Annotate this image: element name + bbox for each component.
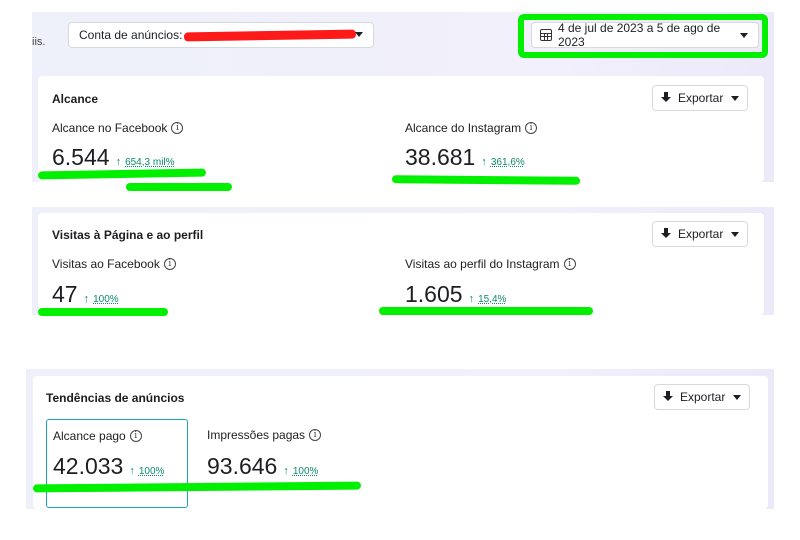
- delta-value: 361,6%: [490, 157, 525, 168]
- section-title: Tendências de anúncios: [46, 391, 185, 405]
- truncated-text: iis.: [32, 36, 46, 48]
- caret-down-icon: [733, 394, 742, 400]
- highlight-box: [518, 14, 768, 58]
- caret-down-icon: [355, 32, 363, 37]
- info-icon[interactable]: i: [171, 122, 184, 134]
- up-arrow-icon: ↑: [83, 293, 90, 305]
- highlight-stroke: [379, 307, 593, 315]
- metric-number: 6.544: [52, 144, 110, 170]
- export-label: Exportar: [678, 91, 724, 105]
- delta-value: 654,3 mil%: [125, 157, 175, 168]
- info-icon[interactable]: i: [525, 122, 538, 134]
- delta-value: 100%: [138, 466, 165, 477]
- highlight-stroke: [126, 183, 232, 191]
- redaction-mark: [184, 28, 357, 42]
- section-title: Alcance: [52, 92, 99, 106]
- delta-value: 100%: [292, 466, 319, 477]
- visits-card: [38, 213, 764, 315]
- metric-number: 1.605: [405, 281, 463, 307]
- metric-label: Visitas ao perfil do Instagram i: [405, 257, 576, 271]
- info-icon[interactable]: i: [309, 429, 322, 441]
- selected-metric-tile[interactable]: [46, 419, 188, 508]
- metric-value: 93.646 ↑ 100%: [207, 453, 318, 480]
- metric-label-text: Alcance no Facebook: [52, 121, 168, 135]
- delta-badge: ↑ 100%: [283, 465, 318, 477]
- export-button[interactable]: Exportar: [652, 221, 749, 247]
- reach-card: [38, 76, 764, 182]
- metric-label: Impressões pagas i: [207, 428, 322, 442]
- metric-label: Alcance no Facebook i: [52, 121, 184, 135]
- delta-badge: ↑ 361,6%: [481, 156, 524, 168]
- metric-label-text: Alcance pago: [53, 429, 126, 443]
- metric-value: 6.544 ↑ 654,3 mil%: [52, 144, 175, 171]
- metric-number: 47: [52, 281, 78, 307]
- download-icon: [663, 391, 673, 403]
- info-icon[interactable]: i: [163, 258, 176, 270]
- up-arrow-icon: ↑: [468, 293, 475, 305]
- metric-number: 42.033: [53, 453, 124, 479]
- highlight-stroke: [391, 175, 581, 185]
- metric-value: 38.681 ↑ 361,6%: [405, 144, 525, 171]
- metric-value: 42.033 ↑ 100%: [53, 453, 164, 480]
- metric-label-text: Impressões pagas: [207, 428, 306, 442]
- date-range-picker[interactable]: 4 de jul de 2023 a 5 de ago de 2023: [531, 21, 759, 49]
- export-label: Exportar: [678, 227, 724, 241]
- up-arrow-icon: ↑: [129, 465, 135, 477]
- delta-value: 100%: [93, 294, 119, 305]
- export-button[interactable]: Exportar: [652, 85, 749, 111]
- highlight-stroke: [38, 308, 168, 316]
- delta-badge: ↑ 654,3 mil%: [116, 156, 175, 168]
- info-icon[interactable]: i: [129, 430, 142, 442]
- delta-badge: ↑ 100%: [84, 293, 119, 305]
- up-arrow-icon: ↑: [115, 156, 122, 168]
- metric-label: Visitas ao Facebook i: [52, 257, 176, 271]
- delta-badge: ↑ 100%: [129, 465, 164, 477]
- metric-label-text: Visitas ao perfil do Instagram: [405, 257, 560, 271]
- up-arrow-icon: ↑: [283, 465, 289, 477]
- export-label: Exportar: [680, 390, 726, 404]
- metric-value: 47 ↑ 100%: [52, 281, 119, 308]
- metric-label: Alcance do Instagram i: [405, 121, 538, 135]
- metric-number: 38.681: [405, 144, 476, 170]
- up-arrow-icon: ↑: [481, 156, 487, 168]
- download-icon: [661, 92, 671, 104]
- caret-down-icon: [731, 231, 740, 237]
- date-range-text: 4 de jul de 2023 a 5 de ago de 2023: [557, 21, 721, 49]
- caret-down-icon: [731, 95, 740, 101]
- metric-label: Alcance pago i: [53, 429, 142, 443]
- metric-label-text: Alcance do Instagram: [405, 121, 522, 135]
- delta-value: 15,4%: [478, 294, 507, 305]
- metric-value: 1.605 ↑ 15,4%: [405, 281, 506, 308]
- calendar-icon: [540, 29, 552, 41]
- export-button[interactable]: Exportar: [654, 384, 751, 410]
- delta-badge: ↑ 15,4%: [469, 293, 507, 305]
- caret-down-icon: [740, 33, 748, 38]
- info-icon[interactable]: i: [563, 258, 576, 270]
- download-icon: [661, 228, 671, 240]
- ad-account-label: Conta de anúncios:: [79, 28, 183, 42]
- section-title: Visitas à Página e ao perfil: [52, 228, 204, 242]
- metric-label-text: Visitas ao Facebook: [52, 257, 160, 271]
- ad-account-selector[interactable]: Conta de anúncios:: [68, 22, 374, 48]
- metric-number: 93.646: [207, 453, 278, 479]
